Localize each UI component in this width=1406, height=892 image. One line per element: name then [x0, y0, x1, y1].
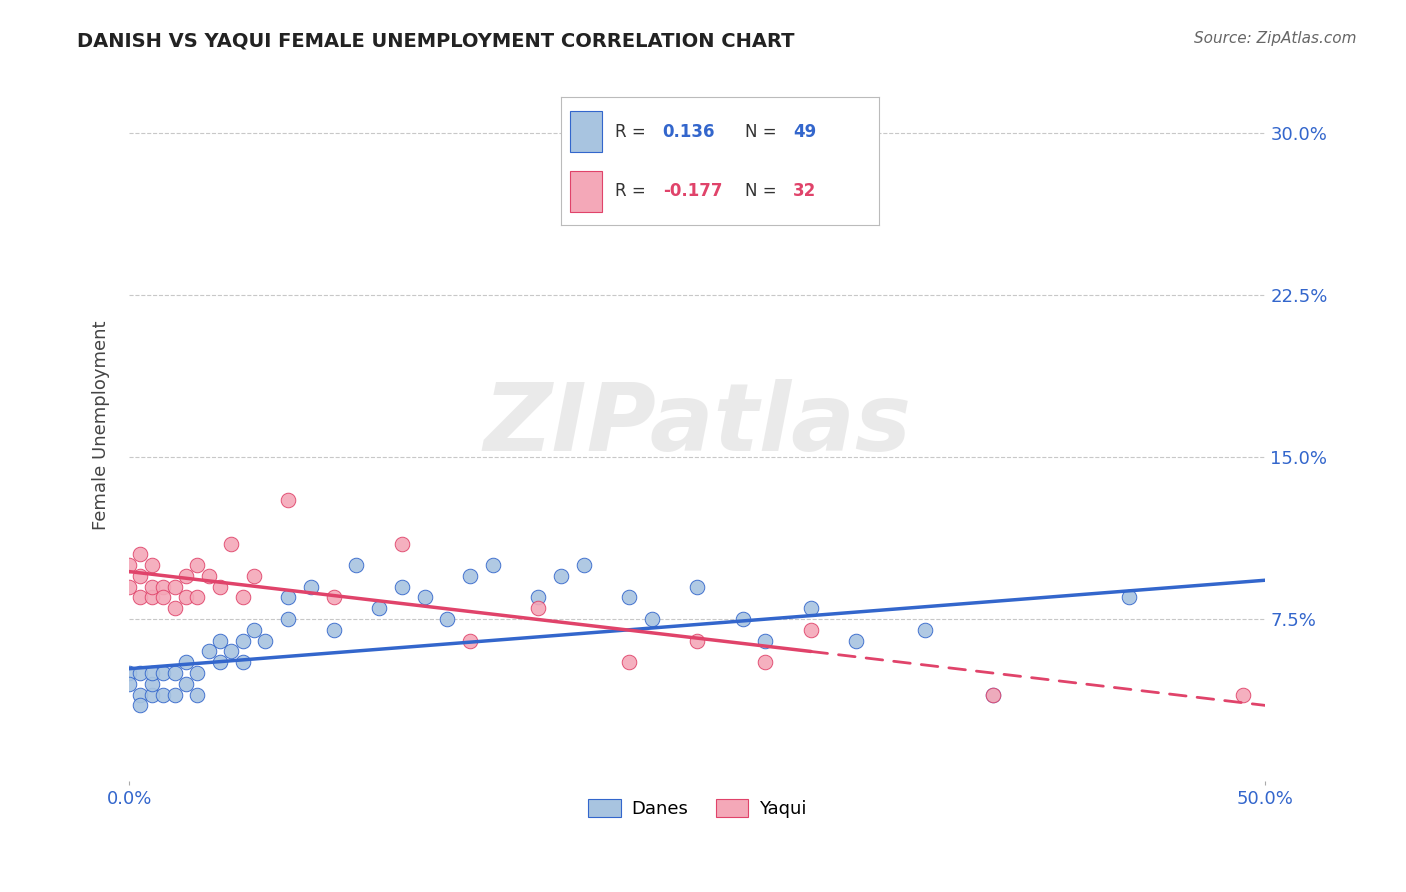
Point: [232, 591, 254, 605]
Point: [141, 558, 163, 573]
Point: [163, 666, 186, 681]
Point: [436, 612, 458, 626]
Point: [413, 591, 436, 605]
Point: [550, 569, 572, 583]
Point: [186, 591, 208, 605]
Point: [617, 191, 640, 205]
Point: [243, 569, 266, 583]
Text: Source: ZipAtlas.com: Source: ZipAtlas.com: [1194, 31, 1357, 46]
Point: [1118, 591, 1140, 605]
Point: [527, 601, 550, 615]
Point: [232, 655, 254, 669]
Point: [208, 655, 231, 669]
Point: [322, 623, 344, 637]
Point: [141, 591, 163, 605]
Point: [197, 644, 219, 658]
Point: [221, 536, 243, 550]
Point: [368, 601, 391, 615]
Point: [186, 688, 208, 702]
Point: [221, 644, 243, 658]
Point: [129, 569, 152, 583]
Point: [152, 688, 174, 702]
Point: [163, 688, 186, 702]
Point: [174, 677, 197, 691]
Point: [118, 558, 141, 573]
Point: [174, 655, 197, 669]
Point: [129, 698, 152, 713]
Point: [686, 580, 709, 594]
Point: [232, 633, 254, 648]
Point: [391, 580, 413, 594]
Point: [118, 580, 141, 594]
Point: [754, 655, 776, 669]
Y-axis label: Female Unemployment: Female Unemployment: [93, 320, 110, 530]
Point: [391, 536, 413, 550]
Point: [800, 601, 823, 615]
Point: [208, 633, 231, 648]
Point: [981, 688, 1004, 702]
Point: [299, 580, 322, 594]
Point: [527, 591, 550, 605]
Point: [981, 688, 1004, 702]
Point: [141, 666, 163, 681]
Point: [344, 558, 367, 573]
Text: DANISH VS YAQUI FEMALE UNEMPLOYMENT CORRELATION CHART: DANISH VS YAQUI FEMALE UNEMPLOYMENT CORR…: [77, 31, 794, 50]
Point: [572, 558, 595, 573]
Point: [141, 688, 163, 702]
Point: [800, 623, 823, 637]
Point: [163, 601, 186, 615]
Point: [243, 623, 266, 637]
Point: [129, 591, 152, 605]
Legend: Danes, Yaqui: Danes, Yaqui: [581, 791, 814, 825]
Point: [186, 666, 208, 681]
Point: [186, 558, 208, 573]
Point: [129, 666, 152, 681]
Point: [277, 612, 299, 626]
Point: [458, 633, 481, 648]
Point: [731, 612, 754, 626]
Point: [118, 666, 141, 681]
Point: [174, 569, 197, 583]
Point: [617, 655, 640, 669]
Point: [322, 591, 344, 605]
Point: [129, 547, 152, 561]
Point: [845, 633, 868, 648]
Point: [152, 591, 174, 605]
Point: [617, 591, 640, 605]
Point: [197, 569, 219, 583]
Point: [641, 612, 664, 626]
Point: [163, 580, 186, 594]
Point: [754, 633, 776, 648]
Point: [174, 591, 197, 605]
Point: [152, 580, 174, 594]
Point: [481, 558, 503, 573]
Text: ZIPatlas: ZIPatlas: [484, 379, 911, 471]
Point: [914, 623, 936, 637]
Point: [152, 666, 174, 681]
Point: [458, 569, 481, 583]
Point: [208, 580, 231, 594]
Point: [129, 688, 152, 702]
Point: [141, 580, 163, 594]
Point: [277, 591, 299, 605]
Point: [277, 493, 299, 508]
Point: [141, 677, 163, 691]
Point: [254, 633, 277, 648]
Point: [686, 633, 709, 648]
Point: [118, 677, 141, 691]
Point: [1232, 688, 1254, 702]
